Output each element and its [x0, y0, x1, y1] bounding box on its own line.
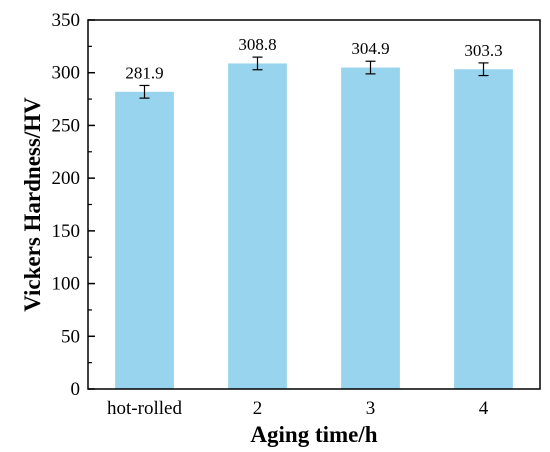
bar — [115, 91, 174, 389]
x-tick-label: hot-rolled — [107, 398, 182, 419]
y-tick-label: 0 — [71, 379, 81, 400]
y-tick-label: 200 — [52, 168, 81, 189]
bar — [228, 63, 287, 389]
data-label: 303.3 — [464, 41, 502, 60]
bars-group — [115, 63, 513, 390]
y-tick-label: 300 — [52, 63, 81, 84]
y-tick-label: 350 — [52, 10, 81, 31]
y-axis-title: Vickers Hardness/HV — [20, 97, 45, 312]
data-label: 308.8 — [238, 35, 276, 54]
x-axis-ticks: hot-rolled 2 3 4 — [107, 398, 489, 419]
errorbars-group — [139, 56, 489, 99]
y-tick-label: 150 — [52, 221, 81, 242]
y-tick-label: 100 — [52, 274, 81, 295]
y-tick-label: 50 — [61, 326, 80, 347]
x-axis-title: Aging time/h — [250, 422, 377, 447]
y-axis-ticks: 0 50 100 150 200 250 300 350 — [52, 10, 95, 400]
x-tick-label: 3 — [366, 398, 376, 419]
x-tick-label: 4 — [479, 398, 489, 419]
x-tick-label: 2 — [253, 398, 263, 419]
bar — [454, 69, 513, 390]
data-labels-group: 281.9 308.8 304.9 303.3 — [125, 35, 502, 82]
y-tick-label: 250 — [52, 115, 81, 136]
data-label: 304.9 — [351, 39, 389, 58]
bar — [341, 67, 400, 390]
data-label: 281.9 — [125, 63, 163, 82]
